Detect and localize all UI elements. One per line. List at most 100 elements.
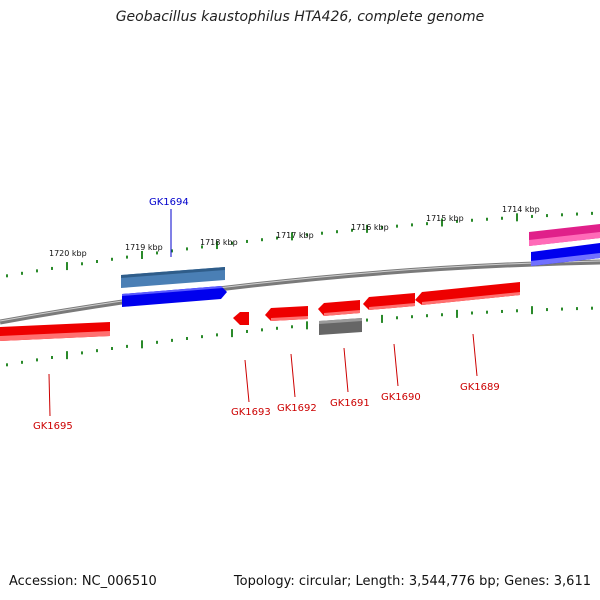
tick-mark	[66, 262, 68, 271]
gene-label-gk1693[interactable]: GK1693	[231, 407, 271, 418]
tick-mark	[426, 222, 428, 226]
tick-mark	[516, 309, 518, 313]
tick-mark	[141, 340, 143, 349]
gene-feature-gk1690[interactable]	[363, 293, 415, 310]
tick-mark	[231, 329, 233, 338]
tick-mark	[546, 308, 548, 312]
tick-mark	[111, 257, 113, 261]
leader-line-gk1691	[343, 347, 349, 393]
gene-feature-gk1693[interactable]	[233, 312, 249, 325]
tick-mark	[501, 216, 503, 220]
tick-mark	[576, 212, 578, 216]
tick-mark	[441, 313, 443, 317]
tick-mark	[531, 214, 533, 218]
ruler-label-1717: 1717 kbp	[276, 231, 314, 240]
tick-mark	[411, 223, 413, 227]
leader-line-gk1689	[472, 333, 478, 377]
tick-mark	[276, 326, 278, 330]
tick-mark	[156, 340, 158, 344]
tick-mark	[381, 314, 383, 323]
tick-mark	[66, 351, 68, 360]
tick-mark	[321, 231, 323, 235]
genome-backbone-highlight	[0, 260, 600, 322]
tick-mark	[81, 262, 83, 266]
tick-mark	[471, 218, 473, 222]
tick-mark	[201, 335, 203, 339]
tick-mark	[486, 310, 488, 314]
ruler-label-1720: 1720 kbp	[49, 249, 87, 258]
tick-mark	[411, 315, 413, 319]
tick-mark	[51, 355, 53, 359]
gene-feature-magenta-right[interactable]	[529, 224, 600, 246]
genome-title: Geobacillus kaustophilus HTA426, complet…	[115, 9, 485, 25]
gene-label-gk1689[interactable]: GK1689	[460, 382, 500, 393]
gene-feature-gk1689[interactable]	[415, 282, 520, 305]
tick-mark	[366, 224, 368, 233]
ruler-label-1714: 1714 kbp	[502, 205, 540, 214]
gene-feature-gk1694[interactable]	[121, 267, 225, 288]
tick-mark	[276, 236, 278, 240]
tick-mark	[426, 314, 428, 318]
leader-line-gk1695	[48, 373, 51, 417]
tick-mark	[36, 358, 38, 362]
gene-feature-gk1692[interactable]	[265, 306, 308, 321]
tick-mark	[111, 346, 113, 350]
tick-mark	[231, 241, 233, 245]
gene-feature-blue-upper[interactable]	[122, 286, 227, 307]
gene-label-gk1695[interactable]: GK1695	[33, 421, 73, 432]
tick-mark	[36, 269, 38, 273]
tick-mark	[126, 344, 128, 348]
tick-mark	[456, 219, 458, 223]
tick-mark	[591, 211, 593, 215]
tick-mark	[306, 321, 308, 330]
gene-feature-gk1691-gray[interactable]	[319, 318, 362, 335]
tick-mark	[186, 336, 188, 340]
tick-mark	[291, 325, 293, 329]
tick-mark	[501, 309, 503, 313]
tick-mark	[576, 307, 578, 311]
tick-mark	[201, 245, 203, 249]
tick-mark	[261, 238, 263, 242]
tick-mark	[561, 307, 563, 311]
ruler-label-1715: 1715 kbp	[426, 214, 464, 223]
leader-line-gk1693	[244, 359, 250, 403]
tick-mark	[336, 230, 338, 234]
tick-mark	[246, 329, 248, 333]
gene-label-gk1691[interactable]: GK1691	[330, 398, 370, 409]
gene-label-gk1692[interactable]: GK1692	[277, 403, 317, 414]
tick-mark	[366, 318, 368, 322]
tick-mark	[171, 249, 173, 253]
tick-mark	[531, 306, 533, 315]
tick-mark	[216, 333, 218, 337]
tick-mark	[456, 309, 458, 318]
tick-mark	[591, 306, 593, 310]
tick-mark	[291, 232, 293, 241]
tick-mark	[126, 255, 128, 259]
ruler-label-1716: 1716 kbp	[351, 223, 389, 232]
tick-mark	[81, 351, 83, 355]
tick-mark	[21, 271, 23, 275]
tick-mark	[6, 363, 8, 367]
tick-mark	[171, 338, 173, 342]
genome-backbone	[0, 259, 600, 325]
tick-mark	[546, 214, 548, 218]
gene-feature-gk1691-red[interactable]	[318, 300, 360, 316]
tick-mark	[6, 274, 8, 278]
tick-mark	[306, 233, 308, 237]
ruler-label-1718: 1718 kbp	[200, 238, 238, 247]
tick-mark	[141, 250, 143, 259]
tick-mark	[261, 328, 263, 332]
gene-label-gk1690[interactable]: GK1690	[381, 392, 421, 403]
tick-mark	[96, 349, 98, 353]
tick-mark	[216, 241, 218, 250]
tick-mark	[351, 228, 353, 232]
gene-label-gk1694[interactable]: GK1694	[149, 197, 189, 208]
gene-feature-gk1695[interactable]	[0, 322, 110, 341]
tick-mark	[51, 266, 53, 270]
tick-mark	[156, 251, 158, 255]
tick-mark	[381, 225, 383, 229]
gene-feature-blue-right[interactable]	[531, 243, 600, 266]
tick-mark	[186, 247, 188, 251]
tick-mark	[396, 316, 398, 320]
